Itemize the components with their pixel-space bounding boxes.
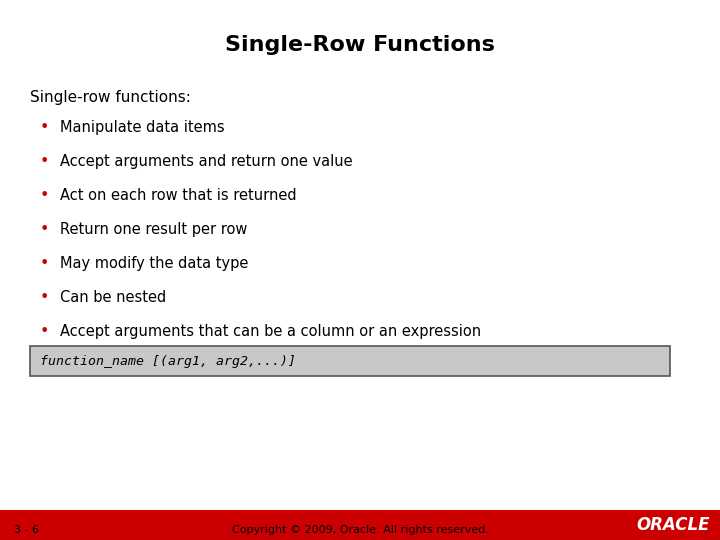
Text: Single-row functions:: Single-row functions:: [30, 90, 191, 105]
Text: •: •: [40, 154, 49, 169]
Text: Single-Row Functions: Single-Row Functions: [225, 35, 495, 55]
Text: May modify the data type: May modify the data type: [60, 256, 248, 271]
Text: •: •: [40, 324, 49, 339]
Text: 3 - 6: 3 - 6: [14, 525, 39, 535]
Text: •: •: [40, 222, 49, 237]
Text: •: •: [40, 256, 49, 271]
Bar: [30, 346, 670, 376]
Text: function_name [(arg1, arg2,...)]: function_name [(arg1, arg2,...)]: [40, 354, 296, 368]
Text: Manipulate data items: Manipulate data items: [60, 120, 225, 135]
Text: Return one result per row: Return one result per row: [60, 222, 248, 237]
Text: Copyright © 2009, Oracle. All rights reserved.: Copyright © 2009, Oracle. All rights res…: [232, 525, 488, 535]
Text: ORACLE: ORACLE: [636, 516, 710, 534]
Text: Accept arguments and return one value: Accept arguments and return one value: [60, 154, 353, 169]
Text: Can be nested: Can be nested: [60, 290, 166, 305]
Text: Act on each row that is returned: Act on each row that is returned: [60, 188, 297, 203]
Text: •: •: [40, 120, 49, 135]
Text: •: •: [40, 188, 49, 203]
Text: •: •: [40, 290, 49, 305]
Bar: [0, 510, 720, 540]
Text: Accept arguments that can be a column or an expression: Accept arguments that can be a column or…: [60, 324, 481, 339]
